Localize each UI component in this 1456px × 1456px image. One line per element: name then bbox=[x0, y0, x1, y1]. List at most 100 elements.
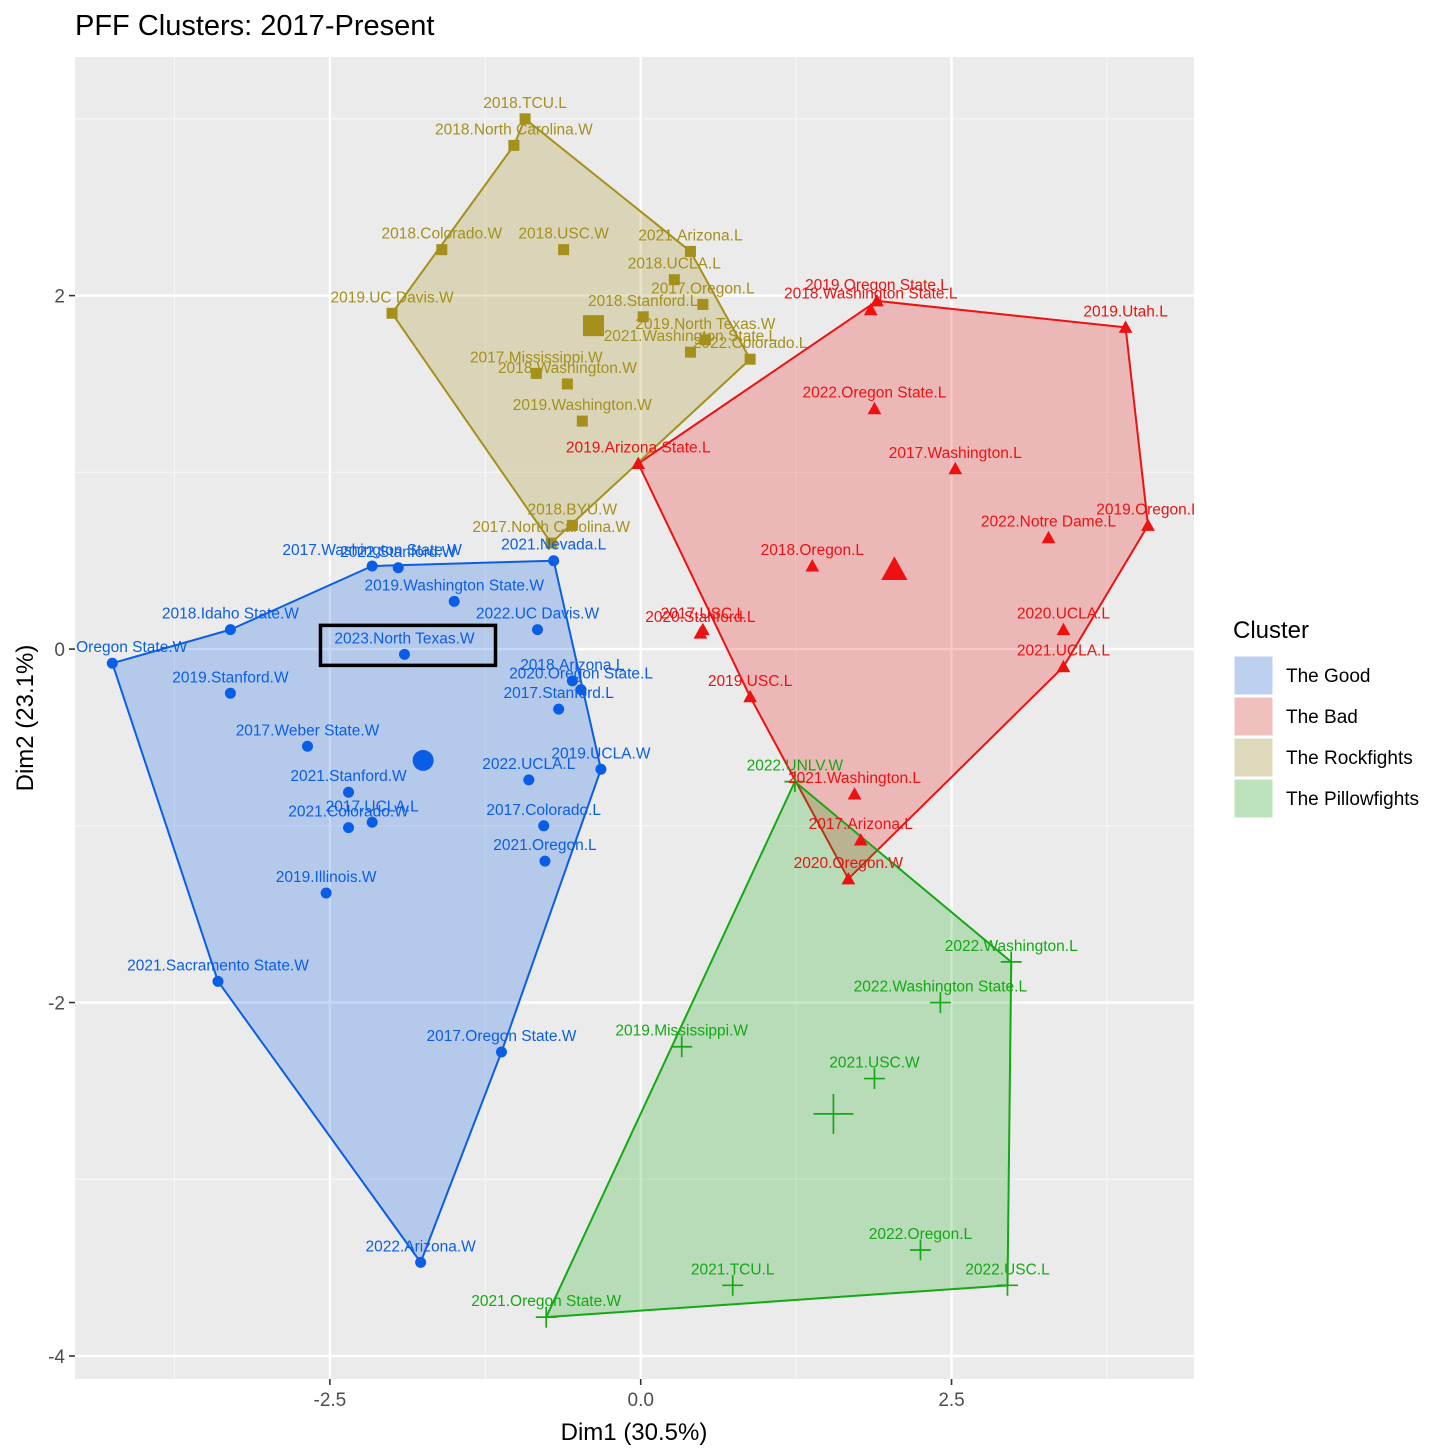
point-label: 2019.Utah.L bbox=[1083, 303, 1168, 320]
point-label: 2021.Stanford.W bbox=[290, 768, 407, 785]
data-point bbox=[538, 820, 550, 832]
y-tick-label: 2 bbox=[54, 287, 65, 308]
data-point bbox=[508, 139, 520, 151]
data-point bbox=[948, 461, 963, 475]
point-label: 2022.Oregon.L bbox=[869, 1226, 973, 1243]
point-label: 2017.USC.L bbox=[661, 606, 746, 623]
point-label: 2017.Oregon.L bbox=[651, 280, 755, 297]
point-label: 2020.UCLA.L bbox=[1017, 606, 1110, 623]
plot-panel bbox=[75, 57, 1194, 1379]
data-point bbox=[693, 626, 708, 639]
data-point bbox=[495, 1046, 507, 1058]
point-label: 2022.Colorado.L bbox=[693, 335, 808, 352]
data-point bbox=[448, 595, 460, 607]
data-point bbox=[744, 353, 756, 365]
point-label: 2020.Oregon.W bbox=[794, 855, 904, 872]
data-point bbox=[553, 703, 565, 715]
point-label: 2018.UCLA.L bbox=[628, 256, 721, 273]
data-point bbox=[530, 367, 542, 379]
point-label: 2019.Illinois.W bbox=[276, 869, 377, 886]
data-point bbox=[436, 244, 448, 256]
point-label: 2021.Washington.L bbox=[788, 770, 921, 787]
point-label: 2018.Arizona.L bbox=[520, 657, 625, 674]
x-tick-label: 0.0 bbox=[628, 1390, 654, 1411]
point-label: 2022.Stanford.W bbox=[340, 544, 457, 561]
data-point bbox=[699, 334, 711, 346]
data-point bbox=[870, 294, 884, 307]
point-label: 2017.Colorado.L bbox=[486, 802, 601, 819]
point-label: 2021.Washington State.L bbox=[604, 328, 778, 345]
point-label: 2017.Stanford.L bbox=[504, 685, 615, 702]
point-label: 2019.UCLA.W bbox=[551, 745, 650, 762]
point-label: 2018.North Carolina.W bbox=[435, 121, 593, 138]
data-point bbox=[415, 1256, 427, 1268]
point-label: 2019.Washington State.W bbox=[364, 577, 544, 594]
point-label: 2021.USC.W bbox=[829, 1055, 920, 1072]
data-point bbox=[595, 763, 607, 775]
data-point bbox=[532, 624, 544, 636]
point-label: 2019.North Texas.W bbox=[635, 316, 776, 333]
data-point bbox=[386, 307, 398, 319]
cluster-centroids bbox=[412, 315, 908, 1134]
data-point bbox=[1056, 622, 1071, 636]
point-label: 2020.Stanford.L bbox=[645, 609, 756, 626]
point-label: 2018.Washington.W bbox=[498, 360, 637, 377]
point-label: 2020.Oregon State.L bbox=[509, 666, 653, 683]
cluster-hull bbox=[637, 299, 1149, 880]
data-point bbox=[864, 1068, 885, 1089]
data-point bbox=[320, 887, 332, 899]
point-label: 2022.UCLA.L bbox=[482, 756, 575, 773]
point-label: 2017.Weber State.W bbox=[236, 722, 380, 739]
point-label: 2018.Colorado.W bbox=[381, 226, 502, 243]
point-label: 2019.UC Davis.W bbox=[330, 289, 454, 306]
data-point bbox=[519, 113, 531, 125]
data-point bbox=[671, 1036, 693, 1058]
y-axis-title: Dim2 (23.1%) bbox=[12, 645, 39, 792]
point-label: 2018.BYU.W bbox=[528, 501, 618, 518]
data-point bbox=[1041, 530, 1056, 544]
point-label: 2023.North Texas.W bbox=[334, 630, 475, 647]
cluster-centroid bbox=[813, 1093, 854, 1134]
point-label: 2021.Arizona.L bbox=[638, 227, 743, 244]
data-point bbox=[784, 771, 806, 793]
data-point bbox=[697, 298, 709, 310]
data-point bbox=[212, 975, 224, 987]
y-tick-label: -2 bbox=[48, 994, 65, 1015]
data-point bbox=[684, 245, 696, 257]
point-label: 2017.Washington.L bbox=[889, 445, 1022, 462]
data-point bbox=[224, 624, 236, 636]
legend-label: The Bad bbox=[1286, 707, 1358, 728]
point-label: 2018.TCU.L bbox=[483, 95, 567, 112]
x-axis: -2.5 0.0 2.5 bbox=[314, 1379, 965, 1411]
data-point bbox=[523, 774, 535, 786]
point-label: 2021.Colorado.W bbox=[288, 804, 409, 821]
legend-label: The Good bbox=[1286, 666, 1371, 687]
data-point bbox=[853, 833, 868, 846]
highlight-box bbox=[318, 623, 498, 668]
point-label: 2019.Mississippi.W bbox=[615, 1023, 748, 1040]
legend: Cluster The Good The Bad The Rockfights The… bbox=[1233, 617, 1419, 819]
minor-gridlines bbox=[75, 57, 1194, 1379]
data-point bbox=[637, 311, 649, 323]
point-label: 2017.Washington State.W bbox=[282, 542, 462, 559]
data-point bbox=[558, 244, 570, 256]
point-label: 2017.Arizona.L bbox=[809, 816, 914, 833]
cluster-centroid bbox=[412, 749, 434, 771]
data-point bbox=[548, 555, 560, 567]
legend-swatch bbox=[1233, 778, 1274, 819]
data-point bbox=[343, 822, 355, 834]
legend-label: The Pillowfights bbox=[1286, 789, 1419, 810]
data-point bbox=[867, 401, 882, 415]
x-tick-label: 2.5 bbox=[938, 1390, 964, 1411]
data-point bbox=[398, 648, 410, 660]
point-label: 2022.Notre Dame.L bbox=[981, 514, 1117, 531]
data-point bbox=[566, 675, 578, 687]
data-point bbox=[566, 519, 578, 531]
data-point bbox=[392, 562, 404, 574]
point-label: 2021.Nevada.L bbox=[501, 537, 607, 554]
point-label: 2017.Mississippi.W bbox=[470, 349, 603, 366]
point-label: 2021.UCLA.L bbox=[1017, 643, 1110, 660]
legend-label: The Rockfights bbox=[1286, 748, 1413, 769]
